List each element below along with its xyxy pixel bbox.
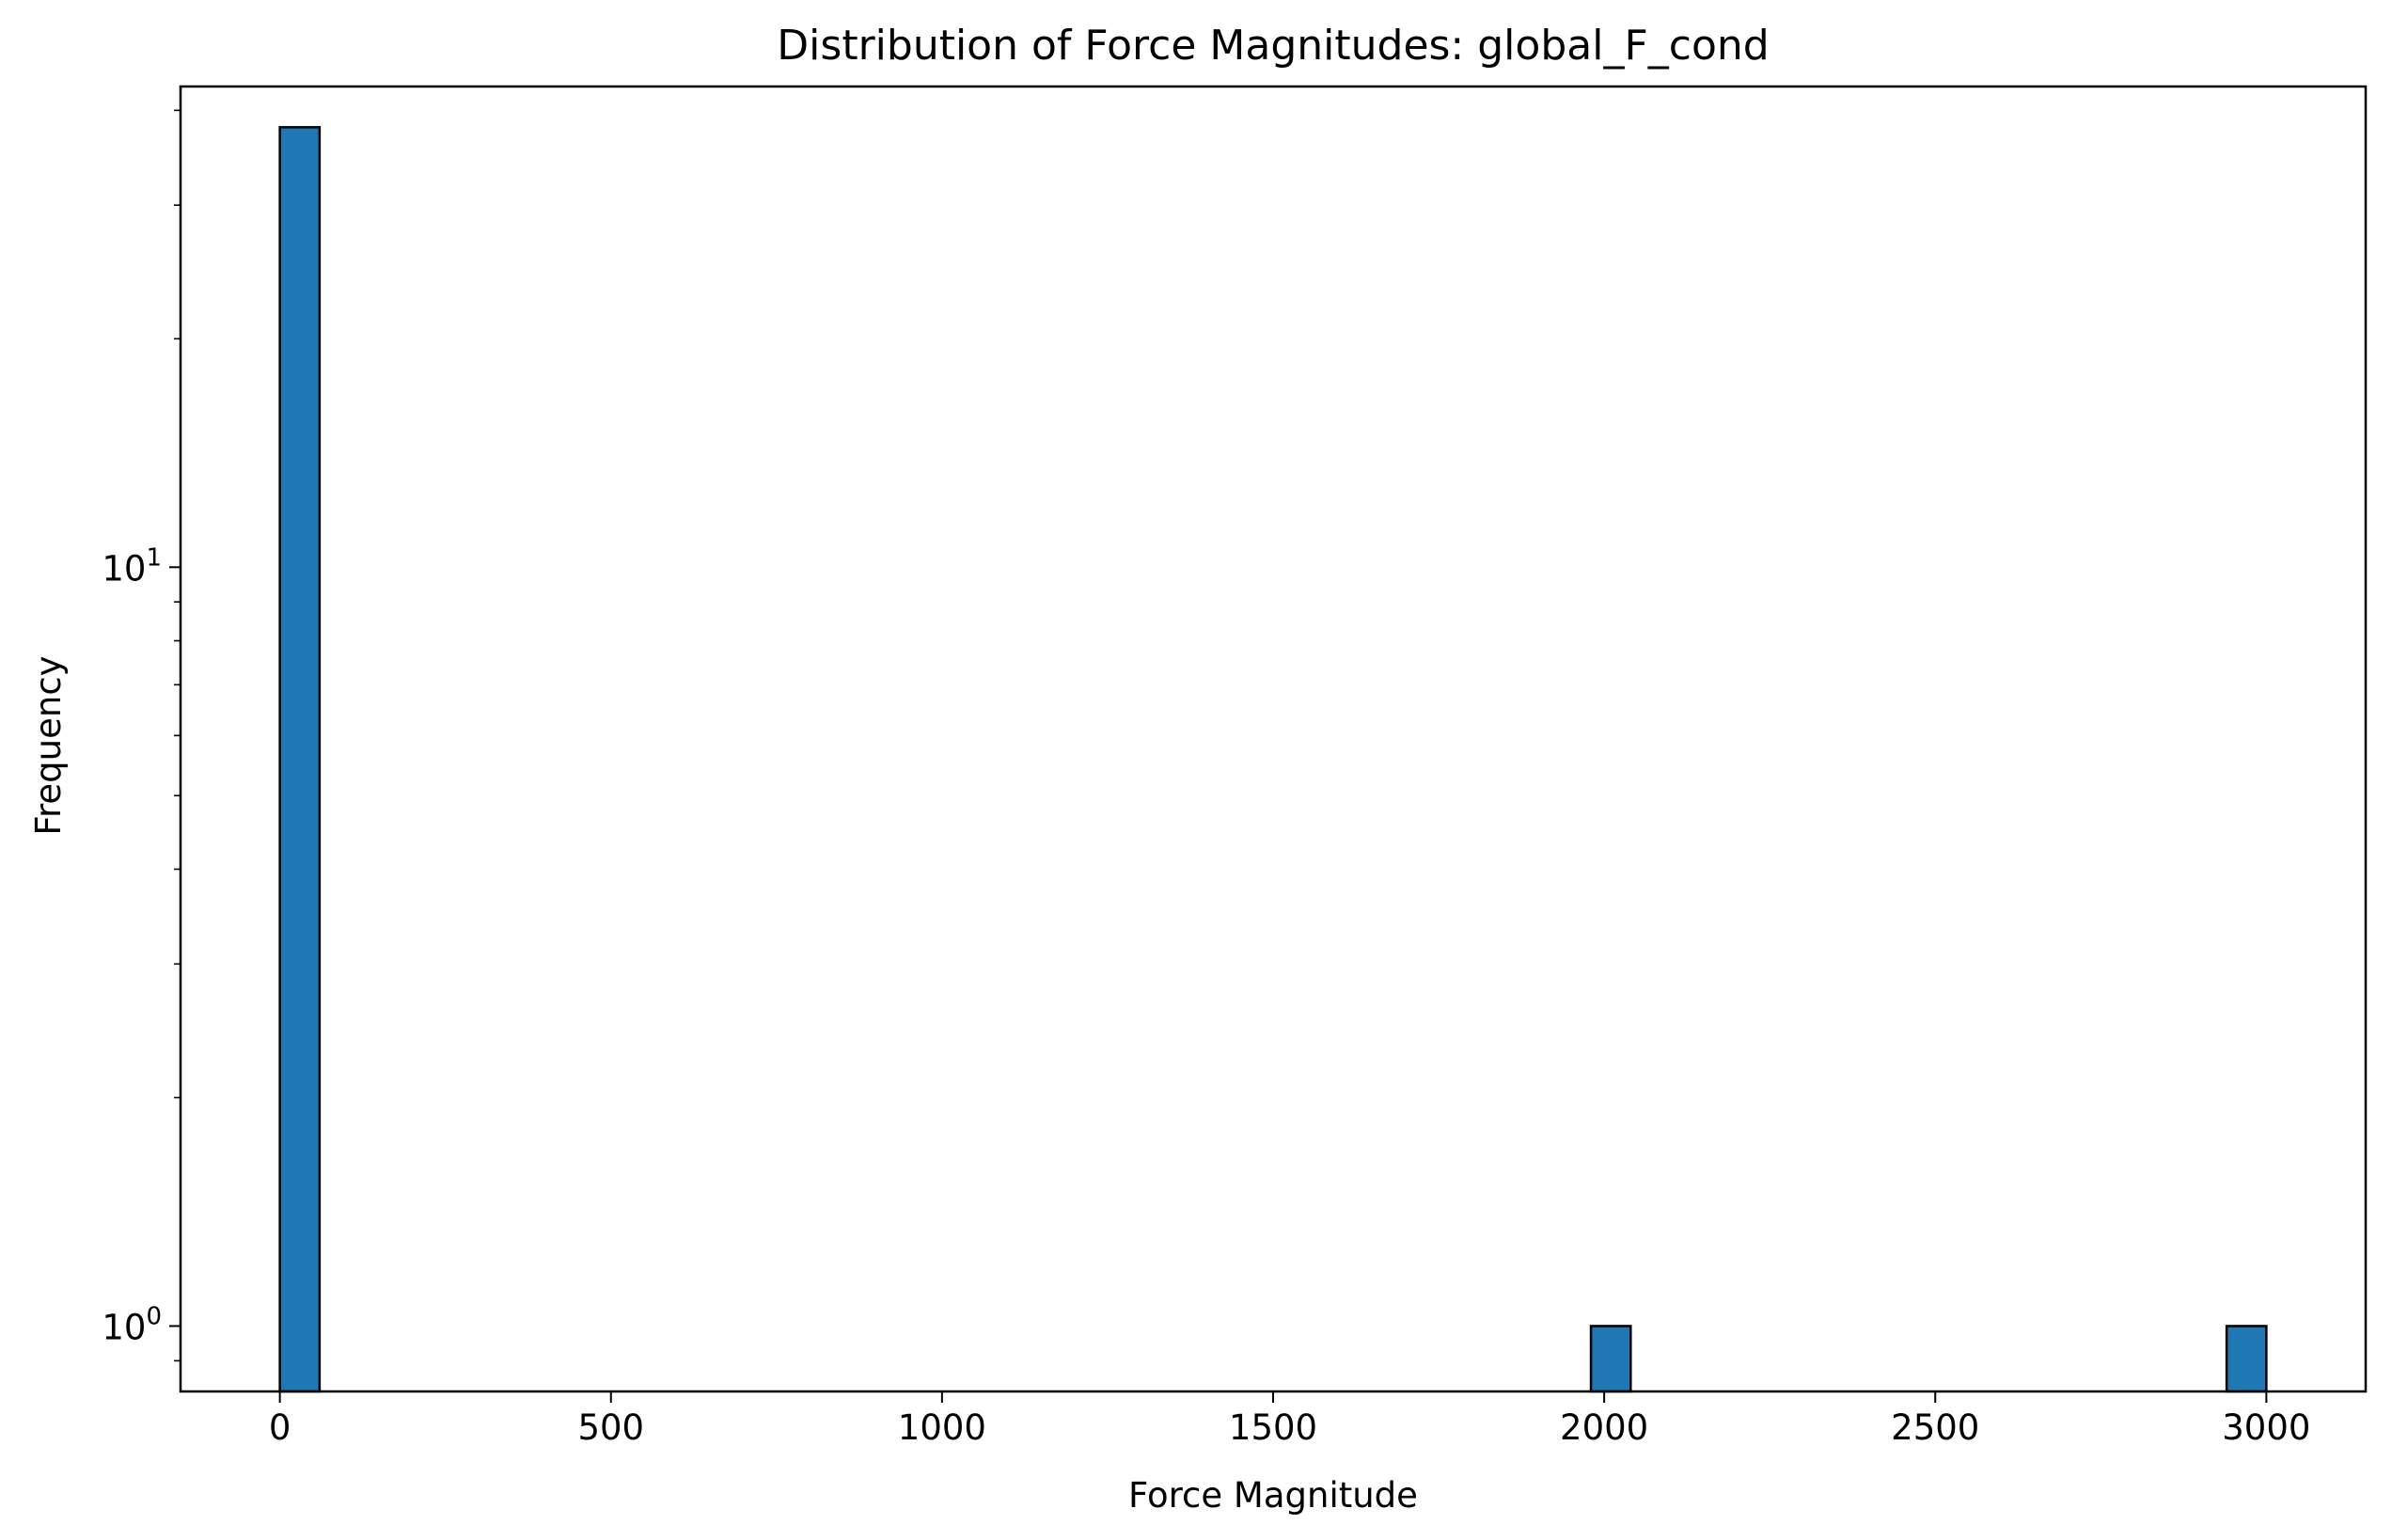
x-tick-label: 500 bbox=[577, 1407, 644, 1448]
x-axis-ticks: 0 500 1000 1500 2000 2500 3000 bbox=[269, 1391, 2310, 1448]
x-tick-label: 2500 bbox=[1891, 1407, 1979, 1448]
x-tick-label: 1000 bbox=[898, 1407, 986, 1448]
plot-frame bbox=[179, 85, 2368, 1393]
x-tick-label: 3000 bbox=[2222, 1407, 2310, 1448]
x-tick-label: 0 bbox=[269, 1407, 291, 1448]
histogram-bar-0 bbox=[278, 126, 322, 1393]
x-tick-label: 1500 bbox=[1229, 1407, 1317, 1448]
histogram-bar-1 bbox=[1589, 1325, 1632, 1393]
y-tick-label: 101 bbox=[102, 543, 162, 589]
x-tick-label: 2000 bbox=[1560, 1407, 1648, 1448]
x-axis-label: Force Magnitude bbox=[1128, 1475, 1418, 1516]
chart-title: Distribution of Force Magnitudes: global… bbox=[777, 22, 1769, 70]
y-axis-label: Frequency bbox=[28, 655, 69, 835]
y-tick-label: 100 bbox=[102, 1302, 162, 1347]
histogram-bar-2 bbox=[2225, 1325, 2268, 1393]
bars-group bbox=[278, 126, 2268, 1393]
y-axis-ticks: 100 101 bbox=[102, 109, 181, 1362]
